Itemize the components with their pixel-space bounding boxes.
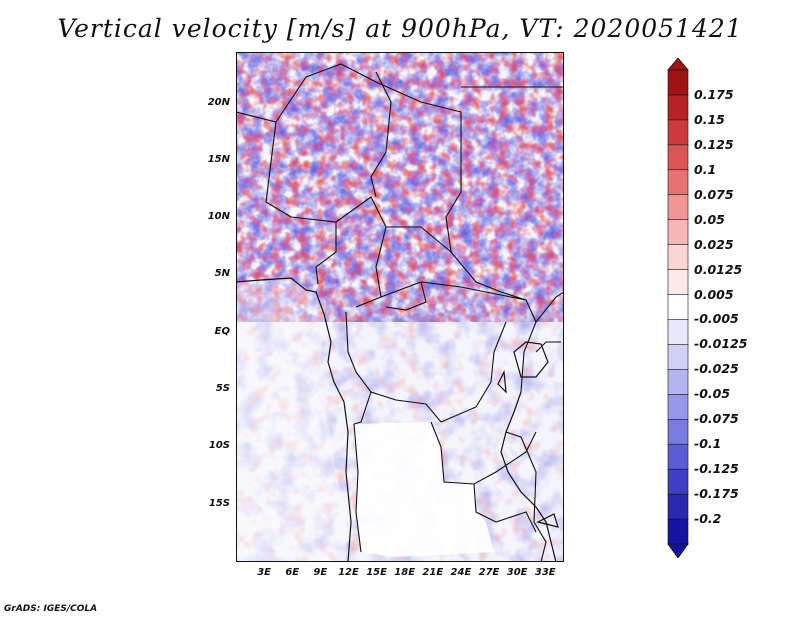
colorbar-tick-label: -0.075	[694, 411, 739, 427]
calm-zone	[354, 422, 494, 557]
lon-tick-label: 6E	[285, 567, 300, 578]
lon-tick-label: 9E	[313, 567, 328, 578]
colorbar-segment	[667, 119, 689, 146]
coastline	[236, 277, 559, 562]
colorbar	[667, 58, 689, 558]
lon-tick-label: 15E	[366, 567, 387, 578]
map-title: Vertical velocity [m/s] at 900hPa, VT: 2…	[57, 14, 743, 43]
colorbar-tick-label: -0.025	[694, 361, 739, 377]
lon-tick-label: 24E	[450, 567, 472, 578]
country-borders	[236, 63, 564, 562]
colorbar-tick-label: 0.05	[694, 211, 725, 227]
lon-tick-label: 21E	[422, 567, 444, 578]
lat-tick-label: 5S	[215, 383, 230, 395]
colorbar-tick-label: 0.005	[694, 286, 734, 302]
colorbar-segment	[667, 69, 689, 96]
velocity-field-map	[236, 52, 564, 562]
colorbar-tick-label: -0.2	[694, 511, 722, 527]
colorbar-segment	[667, 144, 689, 171]
map-panel	[236, 52, 564, 562]
colorbar-segment	[667, 169, 689, 196]
lat-tick-label: 10S	[208, 440, 230, 452]
lat-tick-label: 15S	[208, 497, 230, 509]
lat-tick-label: 5N	[214, 268, 230, 280]
colorbar-segment	[667, 269, 689, 296]
colorbar-tick-label: -0.0125	[694, 336, 748, 352]
grads-credit: GrADS: IGES/COLA	[4, 604, 98, 614]
colorbar-top-arrow	[667, 58, 689, 71]
colorbar-segment	[667, 518, 689, 545]
lat-tick-label: EQ	[214, 325, 230, 337]
lat-tick-label: 20N	[207, 96, 230, 108]
colorbar-segment	[667, 244, 689, 271]
colorbar-tick-label: -0.175	[694, 486, 739, 502]
colorbar-tick-label: 0.15	[694, 111, 725, 127]
lat-tick-label: 15N	[207, 153, 230, 165]
colorbar-segment	[667, 194, 689, 221]
lon-tick-label: 30E	[506, 567, 528, 578]
colorbar-tick-label: 0.1	[694, 161, 717, 177]
colorbar-tick-label: -0.1	[694, 436, 722, 452]
colorbar-tick-label: -0.005	[694, 311, 739, 327]
colorbar-segment	[667, 394, 689, 421]
lon-tick-label: 27E	[478, 567, 500, 578]
colorbar-tick-label: 0.075	[694, 186, 734, 202]
lon-tick-label: 12E	[338, 567, 359, 578]
colorbar-segment	[667, 94, 689, 121]
lon-tick-label: 18E	[394, 567, 416, 578]
colorbar-tick-label: -0.125	[694, 461, 739, 477]
colorbar-segment	[667, 344, 689, 371]
lon-tick-label: 3E	[257, 567, 271, 578]
lon-tick-label: 33E	[534, 567, 556, 578]
colorbar-segment	[667, 418, 689, 446]
colorbar-segment	[667, 493, 689, 520]
colorbar-segment	[667, 443, 689, 470]
colorbar-tick-label: 0.125	[694, 136, 734, 152]
colorbar-tick-label: 0.025	[694, 236, 734, 252]
colorbar-segment	[667, 219, 689, 246]
colorbar-segment	[667, 319, 689, 346]
colorbar-segment	[667, 294, 689, 321]
colorbar-segment	[667, 468, 689, 495]
map-frame	[236, 52, 564, 562]
colorbar-tick-label: 0.0125	[694, 261, 743, 277]
colorbar-tick-label: -0.05	[694, 386, 731, 402]
colorbar-bottom-arrow	[667, 543, 689, 558]
colorbar-segment	[667, 369, 689, 396]
colorbar-tick-label: 0.175	[694, 86, 734, 102]
lat-tick-label: 10N	[207, 211, 230, 223]
